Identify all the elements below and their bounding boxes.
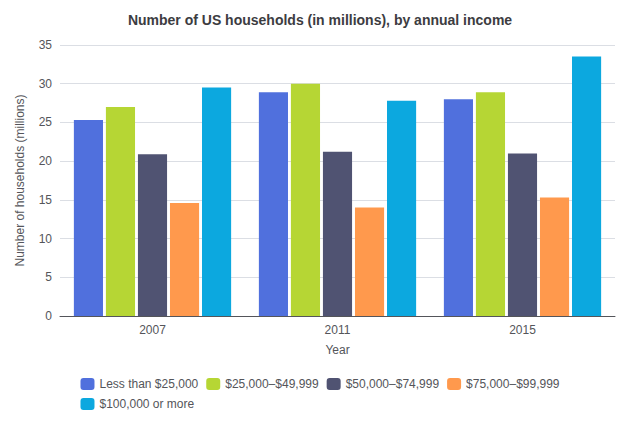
svg-text:$25,000–$49,999: $25,000–$49,999 <box>225 377 319 391</box>
svg-text:Year: Year <box>325 343 349 357</box>
svg-text:Number of US households (in mi: Number of US households (in millions), b… <box>128 12 512 28</box>
svg-text:25: 25 <box>39 115 53 129</box>
svg-text:2011: 2011 <box>325 323 351 337</box>
svg-text:30: 30 <box>39 77 53 91</box>
svg-text:2015: 2015 <box>509 323 536 337</box>
svg-text:0: 0 <box>45 309 52 323</box>
svg-text:35: 35 <box>39 38 53 52</box>
svg-text:5: 5 <box>45 270 52 284</box>
svg-text:10: 10 <box>39 232 53 246</box>
svg-text:Number of households (millions: Number of households (millions) <box>13 94 27 266</box>
svg-text:15: 15 <box>39 193 53 207</box>
svg-text:Less than $25,000: Less than $25,000 <box>99 377 198 391</box>
svg-text:2007: 2007 <box>139 323 166 337</box>
svg-text:$50,000–$74,999: $50,000–$74,999 <box>346 377 440 391</box>
svg-text:20: 20 <box>39 154 53 168</box>
svg-text:$100,000 or more: $100,000 or more <box>99 397 194 411</box>
svg-text:$75,000–$99,999: $75,000–$99,999 <box>466 377 560 391</box>
